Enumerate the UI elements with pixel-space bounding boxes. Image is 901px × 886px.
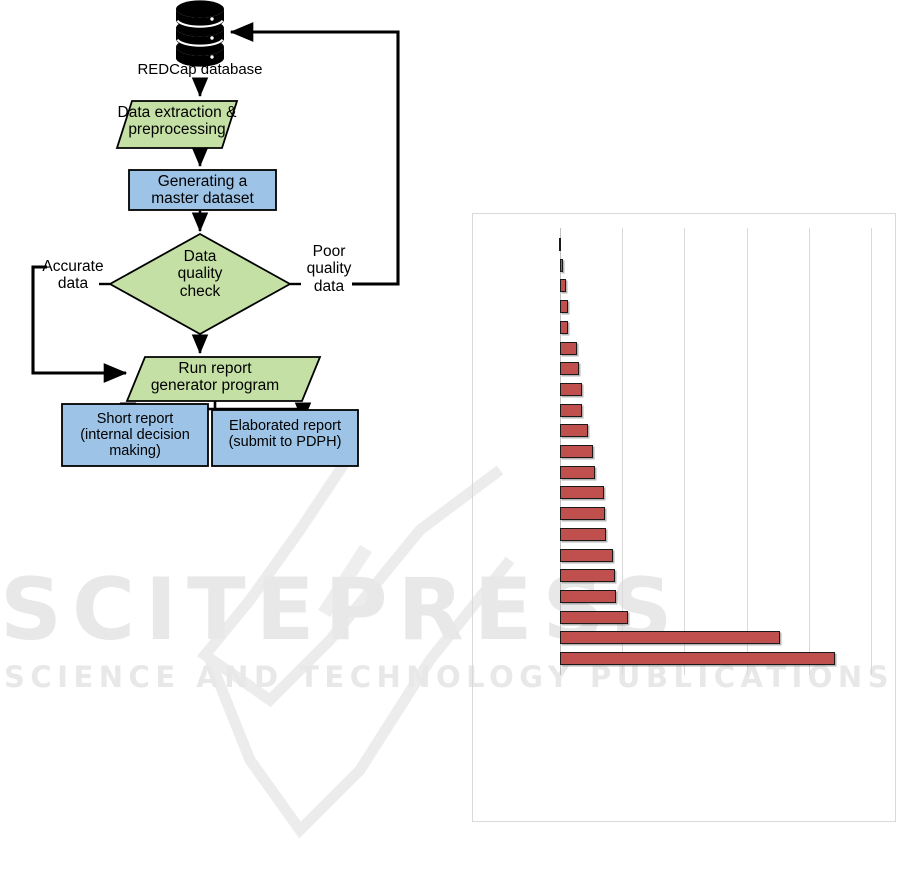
bar [560, 403, 582, 417]
bar [560, 258, 564, 272]
bar [560, 548, 614, 562]
bar [559, 238, 561, 251]
gridline [746, 228, 748, 675]
database-icon [176, 0, 224, 67]
data-extraction-shape [115, 100, 239, 149]
bar [560, 486, 605, 500]
bar [560, 507, 605, 521]
run-report-generator-shape [125, 356, 322, 402]
elaborated-report-shape [211, 409, 359, 467]
gridline [808, 228, 810, 675]
bar [560, 631, 780, 645]
bar [560, 320, 569, 334]
bar [560, 589, 616, 603]
data-quality-check-shape [108, 232, 292, 336]
bar [560, 527, 606, 541]
bar [560, 279, 567, 293]
poor-quality-data-path [229, 22, 400, 286]
accurate-data-path [31, 265, 128, 383]
bar-chart [472, 213, 896, 822]
bar [560, 382, 582, 396]
bar [560, 362, 579, 376]
bar [560, 341, 578, 355]
gridline [684, 228, 686, 675]
gridline [622, 228, 624, 675]
bar [560, 424, 588, 438]
plot-area [473, 214, 895, 821]
bar [560, 610, 628, 624]
bar [560, 569, 615, 583]
bar [560, 465, 596, 479]
bar [560, 652, 835, 665]
workflow-flowchart: REDCap database Data extraction & prepro… [0, 0, 440, 480]
bar [560, 445, 593, 458]
master-dataset-shape [128, 169, 277, 211]
flowchart-svg [31, 0, 400, 467]
gridline [871, 228, 872, 675]
short-report-shape [61, 403, 209, 467]
bar [560, 300, 568, 314]
